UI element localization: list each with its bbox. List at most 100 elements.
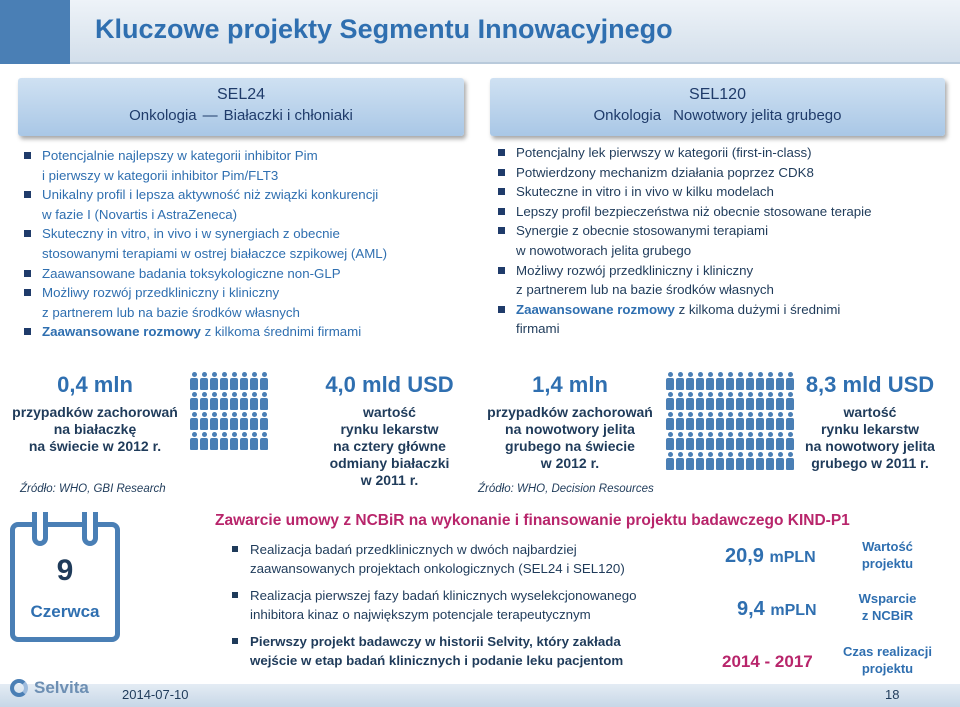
header-accent xyxy=(0,0,70,64)
panel-sub-b: Białaczki i chłoniaki xyxy=(223,107,353,124)
person-icon xyxy=(746,372,754,390)
person-icon xyxy=(240,372,248,390)
source-note-right: Źródło: WHO, Decision Resources xyxy=(478,483,654,495)
source-note-left: Źródło: WHO, GBI Research xyxy=(20,483,166,495)
people-pictogram-right xyxy=(666,372,794,470)
person-icon xyxy=(210,432,218,450)
bullet-item: Potencjalnie najlepszy w kategorii inhib… xyxy=(22,146,462,185)
selvita-logo: Selvita xyxy=(10,678,89,698)
calendar-icon: 9 Czerwca xyxy=(10,512,120,642)
person-icon xyxy=(706,392,714,410)
person-icon xyxy=(250,412,258,430)
panel-sub-a: Onkologia xyxy=(129,107,197,124)
person-icon xyxy=(736,412,744,430)
person-icon xyxy=(666,392,674,410)
calendar-ring xyxy=(82,512,98,546)
person-icon xyxy=(230,392,238,410)
person-icon xyxy=(786,432,794,450)
bullet-item: Potwierdzony mechanizm działania poprzez… xyxy=(496,163,946,183)
panel-code: SEL120 xyxy=(689,86,746,103)
person-icon xyxy=(786,452,794,470)
agreement-item: Realizacja badań przedklinicznych w dwóc… xyxy=(232,540,712,578)
person-icon xyxy=(190,392,198,410)
person-icon xyxy=(666,432,674,450)
logo-wordmark: Selvita xyxy=(34,678,89,697)
bullet-item: Zaawansowane rozmowy z kilkoma dużymi i … xyxy=(496,300,946,339)
agreement-title: Zawarcie umowy z NCBiR na wykonanie i fi… xyxy=(215,512,850,529)
person-icon xyxy=(766,432,774,450)
person-icon xyxy=(726,452,734,470)
person-icon xyxy=(716,412,724,430)
bullet-item: Skuteczne in vitro i in vivo w kilku mod… xyxy=(496,182,946,202)
person-icon xyxy=(190,412,198,430)
person-icon xyxy=(746,392,754,410)
header-bar: Kluczowe projekty Segmentu Innowacyjnego xyxy=(0,0,960,64)
person-icon xyxy=(736,372,744,390)
bullet-item: Skuteczny in vitro, in vivo i w synergia… xyxy=(22,224,462,263)
panel-code: SEL24 xyxy=(216,86,266,103)
person-icon xyxy=(686,392,694,410)
person-icon xyxy=(676,372,684,390)
panel-sub-a: Onkologia xyxy=(593,107,662,124)
person-icon xyxy=(776,392,784,410)
person-icon xyxy=(200,392,208,410)
person-icon xyxy=(756,392,764,410)
person-icon xyxy=(746,412,754,430)
person-icon xyxy=(726,432,734,450)
person-icon xyxy=(786,392,794,410)
panel-header-sel24: SEL24 Onkologia — Białaczki i chłoniaki xyxy=(18,78,464,136)
person-icon xyxy=(666,452,674,470)
person-icon xyxy=(686,412,694,430)
sel24-bullets: Potencjalnie najlepszy w kategorii inhib… xyxy=(22,146,462,342)
sel120-bullets: Potencjalny lek pierwszy w kategorii (fi… xyxy=(496,143,946,339)
calendar-day: 9 xyxy=(56,554,74,587)
person-icon xyxy=(666,412,674,430)
bullet-item: Lepszy profil bezpieczeństwa niż obecnie… xyxy=(496,202,946,222)
person-icon xyxy=(210,372,218,390)
person-icon xyxy=(260,412,268,430)
person-icon xyxy=(200,412,208,430)
bullet-item: Zaawansowane badania toksykologiczne non… xyxy=(22,264,462,284)
bullet-item: Możliwy rozwój przedkliniczny i kliniczn… xyxy=(22,283,462,322)
person-icon xyxy=(776,412,784,430)
person-icon xyxy=(200,372,208,390)
person-icon xyxy=(676,392,684,410)
person-icon xyxy=(696,372,704,390)
person-icon xyxy=(716,372,724,390)
person-icon xyxy=(250,432,258,450)
person-icon xyxy=(260,372,268,390)
panel-subtitle: Onkologia Nowotwory jelita grubego xyxy=(490,104,945,124)
person-icon xyxy=(776,452,784,470)
stat-leukemia-market: 4,0 mld USD xyxy=(325,372,454,397)
person-icon xyxy=(706,412,714,430)
person-icon xyxy=(786,412,794,430)
person-icon xyxy=(756,452,764,470)
person-icon xyxy=(250,392,258,410)
person-icon xyxy=(260,392,268,410)
person-icon xyxy=(696,452,704,470)
project-duration-label: Czas realizacji projektu xyxy=(843,644,932,676)
person-icon xyxy=(746,452,754,470)
person-icon xyxy=(696,432,704,450)
bullet-item: Zaawansowane rozmowy z kilkoma średnimi … xyxy=(22,322,462,342)
person-icon xyxy=(786,372,794,390)
ncbir-support-figure: 9,4 mPLN xyxy=(737,598,817,620)
bullet-item: Możliwy rozwój przedkliniczny i kliniczn… xyxy=(496,261,946,300)
agreement-items: Realizacja badań przedklinicznych w dwóc… xyxy=(232,540,712,670)
person-icon xyxy=(726,392,734,410)
page-number: 18 xyxy=(885,687,900,702)
person-icon xyxy=(686,372,694,390)
stat-colorectal-cases-desc: przypadków zachorowań na nowotwory jelita… xyxy=(487,404,653,471)
calendar-ring xyxy=(32,512,48,546)
person-icon xyxy=(676,452,684,470)
person-icon xyxy=(240,392,248,410)
person-icon xyxy=(230,372,238,390)
person-icon xyxy=(756,372,764,390)
person-icon xyxy=(726,372,734,390)
person-icon xyxy=(766,452,774,470)
panel-subtitle: Onkologia — Białaczki i chłoniaki xyxy=(129,107,353,124)
person-icon xyxy=(776,432,784,450)
person-icon xyxy=(716,392,724,410)
person-icon xyxy=(260,432,268,450)
stat-leukemia-cases-desc: przypadków zachorowań na białaczkę na świe… xyxy=(12,404,178,454)
